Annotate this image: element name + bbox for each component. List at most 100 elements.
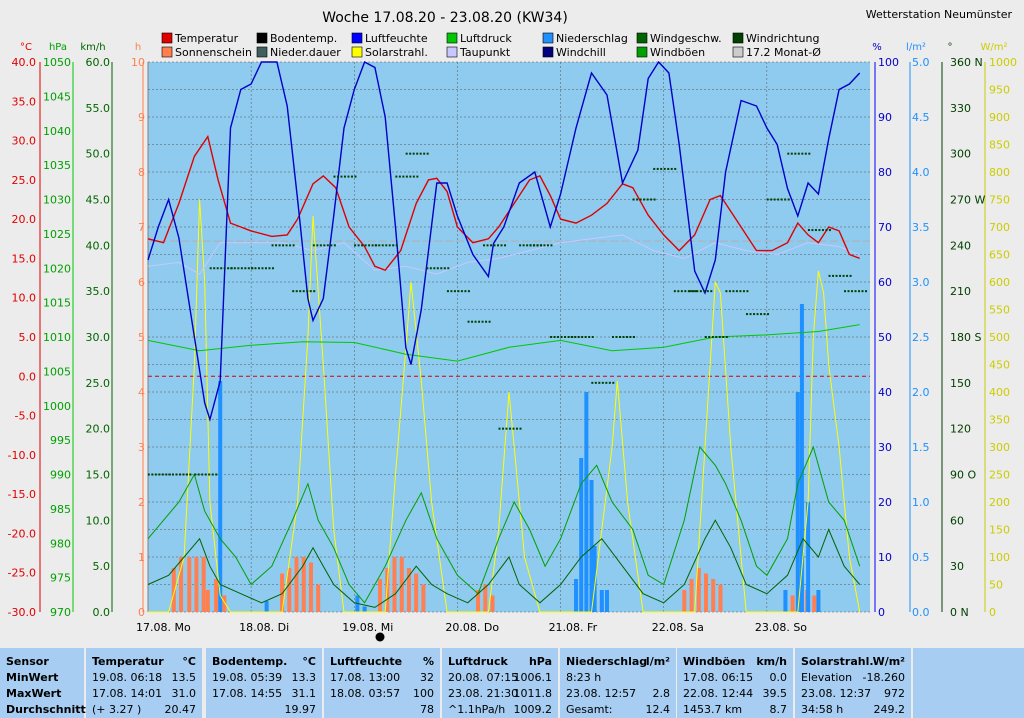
tick-label: 1 (138, 551, 145, 564)
wind-direction-dot (656, 167, 659, 170)
wind-direction-dot (728, 290, 731, 293)
tick-label: 50.0 (86, 148, 111, 161)
wind-direction-dot (504, 244, 507, 247)
bar-sonnenschein (201, 557, 206, 612)
tick-label: 60 (950, 514, 964, 527)
stats-cell: Solarstrahl. W/m² (801, 654, 905, 670)
wind-direction-dot (509, 427, 511, 430)
wind-direction-dot (237, 267, 240, 270)
stats-cell-label: Elevation (801, 671, 853, 684)
stats-cell: 19.08. 05:39 13.3 (212, 670, 316, 686)
tick-label: 100 (989, 551, 1010, 564)
wind-direction-dot (357, 244, 360, 247)
wind-direction-dot (467, 320, 470, 323)
line-luftfeuchte (147, 60, 861, 423)
wind-direction-dot (189, 473, 192, 476)
wind-direction-dot (801, 152, 804, 155)
tick-label: 10 (878, 551, 892, 564)
stats-cell-label: 1453.7 km (683, 703, 743, 716)
bar-sonnenschein (392, 557, 397, 612)
tick-label: 450 (989, 359, 1010, 372)
wind-direction-dot (519, 427, 522, 430)
stats-cell: Luftdruck hPa (448, 654, 552, 670)
wind-direction-dot (282, 244, 285, 247)
wind-direction-dot (481, 320, 484, 323)
wind-direction-dot (763, 313, 766, 316)
wind-direction-dot (667, 167, 670, 170)
minwert-label: MinWert (6, 671, 59, 684)
wind-direction-dot (704, 336, 707, 338)
tick-label: 900 (989, 111, 1010, 124)
wind-direction-dot (285, 244, 288, 247)
wind-direction-dot (368, 244, 371, 247)
stats-cell-value: hPa (528, 655, 552, 668)
stats-cell-value: 20.47 (164, 703, 197, 716)
maxwert-label: MaxWert (6, 687, 62, 700)
wind-direction-dot (777, 198, 780, 201)
wind-direction-dot (347, 175, 350, 178)
legend-swatch (732, 46, 744, 58)
wind-direction-dot (708, 336, 711, 338)
tick-label: 50 (878, 331, 892, 344)
stats-cell: (+ 3.27 ) 20.47 (92, 702, 196, 718)
wind-direction-dot (271, 244, 274, 247)
stats-cell-value: 1006.1 (513, 671, 553, 684)
bar-sonnenschein (718, 584, 723, 612)
tick-label: 20 (878, 496, 892, 509)
wind-direction-dot (240, 267, 243, 270)
wind-direction-dot (818, 229, 821, 232)
wind-direction-dot (398, 175, 401, 178)
tick-label: 20.0 (86, 423, 111, 436)
tick-label: 2.5 (912, 331, 930, 344)
stats-cell-label: 23.08. 12:57 (566, 687, 637, 700)
wind-direction-dot (550, 244, 553, 247)
stats-cell-value: 2.8 (652, 687, 671, 700)
wind-direction-dot (632, 336, 635, 338)
wind-direction-dot (486, 244, 489, 247)
wind-direction-dot (457, 290, 460, 293)
stats-cell: 23.08. 12:37 972 (801, 686, 905, 702)
stats-cell: 20.08. 07:15 1006.1 (448, 670, 552, 686)
wind-direction-dot (677, 290, 680, 293)
tick-label: 0 (138, 606, 145, 619)
day-label: 17.08. Mo (136, 621, 191, 634)
wind-direction-dot (553, 336, 556, 338)
stats-cell-label: (+ 3.27 ) (92, 703, 142, 716)
wind-direction-dot (309, 290, 312, 293)
stats-cell-value: °C (302, 655, 316, 668)
line-windben (147, 445, 861, 604)
stats-column: Solarstrahl. W/m² Elevation -18.260 23.08. 1… (795, 648, 911, 718)
wind-direction-dot (211, 473, 214, 476)
bar-sonnenschein (294, 557, 299, 612)
tick-label: 4 (138, 386, 145, 399)
tick-label: 50 (989, 579, 1003, 592)
wind-direction-dot (629, 336, 632, 338)
wind-direction-dot (244, 267, 247, 270)
wind-direction-dot (216, 267, 219, 270)
legend-label: Temperatur (174, 32, 239, 45)
tick-label: 850 (989, 139, 1010, 152)
tick-label: 1.0 (912, 496, 930, 509)
tick-label: 40 (878, 386, 892, 399)
wind-direction-dot (594, 381, 597, 384)
tick-label: 980 (50, 537, 71, 550)
day-label: 18.08. Di (239, 621, 289, 634)
stats-cell-label: 8:23 h (566, 671, 602, 684)
wind-direction-dot (197, 473, 200, 476)
wind-direction-dot (691, 290, 694, 293)
wind-direction-dot (684, 290, 687, 293)
wind-direction-dot (443, 267, 446, 270)
stats-cell: 23.08. 12:57 2.8 (566, 686, 670, 702)
bar-sonnenschein (483, 584, 488, 612)
wind-direction-dot (680, 290, 683, 293)
tick-label: 500 (989, 331, 1010, 344)
day-label: 22.08. Sa (652, 621, 704, 634)
stats-cell-label: 17.08. 06:15 (683, 671, 754, 684)
wind-direction-dot (847, 290, 850, 293)
bar-niederschlag (604, 590, 609, 612)
tick-label: 350 (989, 414, 1010, 427)
stats-cell: Elevation -18.260 (801, 670, 905, 686)
wind-direction-dot (402, 175, 405, 178)
legend-swatch (542, 32, 554, 44)
tick-label: 990 (50, 469, 71, 482)
